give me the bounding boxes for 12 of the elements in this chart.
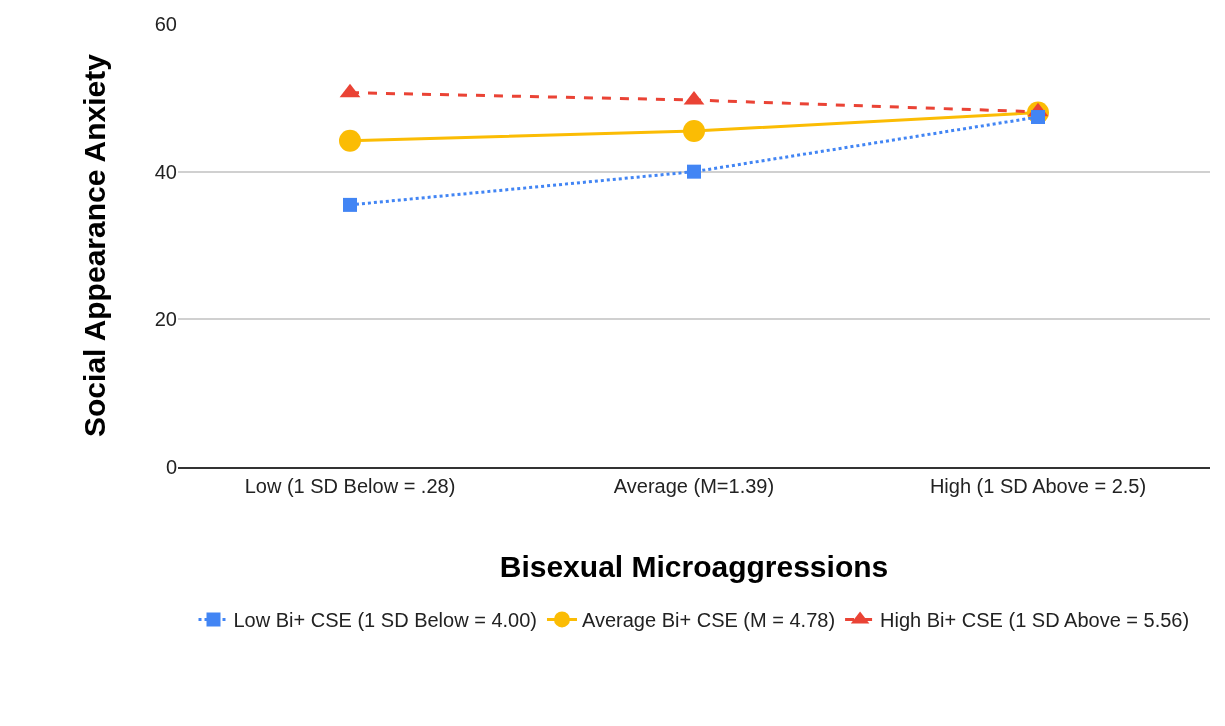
y-axis-title: Social Appearance Anxiety [77,53,111,437]
legend-label: Low Bi+ CSE (1 SD Below = 4.00) [233,609,537,632]
y-tick-label: 40 [154,160,177,183]
x-tick-label: Low (1 SD Below = .28) [244,474,456,497]
legend-label: Average Bi+ CSE (M = 4.78) [581,609,836,632]
y-tick-label: 20 [154,308,177,331]
legend-label: High Bi+ CSE (1 SD Above = 5.56) [880,609,1190,632]
y-tick-label: 60 [154,13,177,35]
x-tick-label: Average (M=1.39) [613,474,775,497]
x-tick-label: High (1 SD Above = 2.5) [929,474,1147,497]
x-axis-title: Bisexual Microaggressions [499,549,889,583]
y-tick-label: 0 [165,456,177,478]
